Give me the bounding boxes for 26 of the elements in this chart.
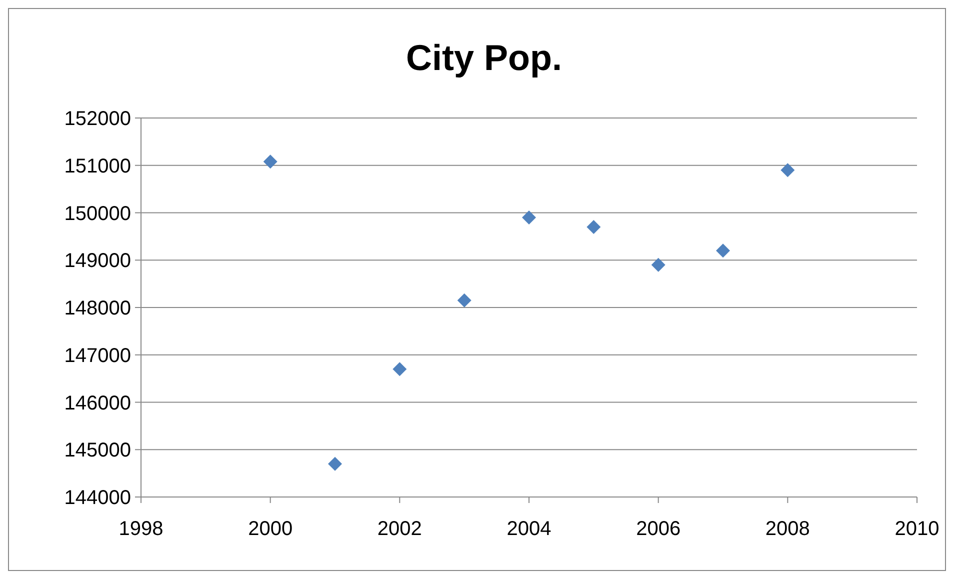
y-tick-label: 147000 bbox=[64, 344, 131, 367]
y-tick-label: 151000 bbox=[64, 155, 131, 178]
point bbox=[263, 154, 278, 169]
y-tick-label: 144000 bbox=[64, 487, 131, 509]
y-tick-label: 150000 bbox=[64, 202, 131, 225]
point bbox=[716, 244, 730, 258]
x-tick-label: 2008 bbox=[765, 518, 810, 540]
y-tick-label: 152000 bbox=[64, 108, 131, 130]
x-tick-label: 2004 bbox=[506, 518, 552, 540]
y-tick-label: 148000 bbox=[64, 298, 131, 320]
x-tick-label: 1998 bbox=[118, 518, 164, 540]
point bbox=[651, 258, 666, 272]
point bbox=[586, 220, 601, 234]
y-tick-label: 145000 bbox=[64, 440, 131, 462]
y-tick-label: 146000 bbox=[64, 392, 131, 414]
x-tick-label: 2000 bbox=[248, 518, 293, 540]
point bbox=[392, 362, 407, 376]
point bbox=[328, 456, 342, 471]
x-tick-label: 2002 bbox=[377, 518, 422, 540]
point bbox=[780, 163, 795, 178]
point bbox=[457, 293, 472, 308]
x-tick-label: 2006 bbox=[636, 518, 681, 540]
x-tick-label: 2010 bbox=[894, 518, 940, 540]
chart-title: City Pop. bbox=[406, 37, 562, 78]
point bbox=[522, 210, 536, 224]
y-tick-label: 149000 bbox=[64, 250, 131, 272]
